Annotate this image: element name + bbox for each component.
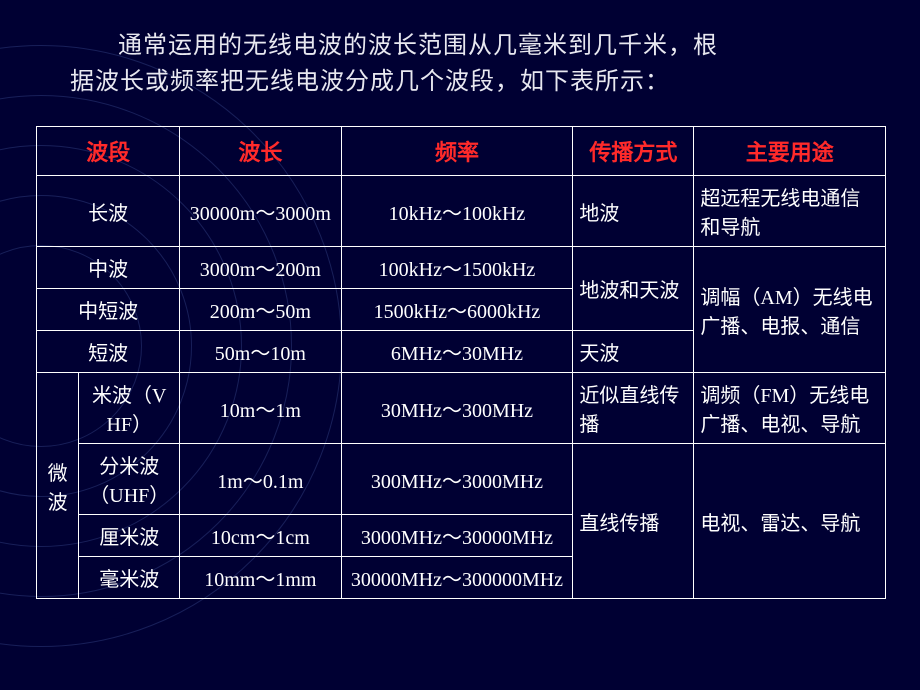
table-row: 中波 3000m～200m 100kHz～1500kHz 地波和天波 调幅（AM… — [37, 247, 886, 289]
header-propagation: 传播方式 — [573, 127, 694, 176]
cell-prop: 直线传播 — [573, 444, 694, 599]
cell-freq: 30000MHz～300000MHz — [341, 557, 573, 599]
header-band: 波段 — [37, 127, 180, 176]
intro-line-2: 据波长或频率把无线电波分成几个波段，如下表所示： — [70, 69, 670, 95]
cell-freq: 6MHz～30MHz — [341, 331, 573, 373]
cell-wl: 30000m～3000m — [180, 176, 341, 247]
cell-freq: 10kHz～100kHz — [341, 176, 573, 247]
cell-prop: 天波 — [573, 331, 694, 373]
table-row: 分米波（UHF） 1m～0.1m 300MHz～3000MHz 直线传播 电视、… — [37, 444, 886, 515]
cell-wl: 10cm～1cm — [180, 515, 341, 557]
cell-wl: 50m～10m — [180, 331, 341, 373]
header-wavelength: 波长 — [180, 127, 341, 176]
table-row: 微波 米波（VHF） 10m～1m 30MHz～300MHz 近似直线传播 调频… — [37, 373, 886, 444]
cell-freq: 100kHz～1500kHz — [341, 247, 573, 289]
intro-line-1: 通常运用的无线电波的波长范围从几毫米到几千米，根 — [118, 33, 718, 59]
cell-wl: 1m～0.1m — [180, 444, 341, 515]
cell-wl: 10m～1m — [180, 373, 341, 444]
cell-prop: 地波和天波 — [573, 247, 694, 331]
cell-band: 厘米波 — [79, 515, 180, 557]
cell-band: 毫米波 — [79, 557, 180, 599]
cell-prop: 近似直线传播 — [573, 373, 694, 444]
cell-band: 长波 — [37, 176, 180, 247]
cell-prop: 地波 — [573, 176, 694, 247]
radio-wave-table: 波段 波长 频率 传播方式 主要用途 长波 30000m～3000m 10kHz… — [36, 126, 886, 599]
header-frequency: 频率 — [341, 127, 573, 176]
cell-freq: 300MHz～3000MHz — [341, 444, 573, 515]
cell-use: 电视、雷达、导航 — [694, 444, 886, 599]
cell-freq: 30MHz～300MHz — [341, 373, 573, 444]
cell-micro-label: 微波 — [37, 373, 79, 599]
header-usage: 主要用途 — [694, 127, 886, 176]
cell-wl: 10mm～1mm — [180, 557, 341, 599]
table-header-row: 波段 波长 频率 传播方式 主要用途 — [37, 127, 886, 176]
cell-wl: 200m～50m — [180, 289, 341, 331]
cell-freq: 1500kHz～6000kHz — [341, 289, 573, 331]
intro-text: 通常运用的无线电波的波长范围从几毫米到几千米，根 据波长或频率把无线电波分成几个… — [70, 28, 880, 100]
cell-use: 调幅（AM）无线电广播、电报、通信 — [694, 247, 886, 373]
cell-wl: 3000m～200m — [180, 247, 341, 289]
cell-band: 中波 — [37, 247, 180, 289]
cell-band: 米波（VHF） — [79, 373, 180, 444]
cell-use: 超远程无线电通信和导航 — [694, 176, 886, 247]
cell-band: 中短波 — [37, 289, 180, 331]
cell-band: 短波 — [37, 331, 180, 373]
table-row: 长波 30000m～3000m 10kHz～100kHz 地波 超远程无线电通信… — [37, 176, 886, 247]
cell-freq: 3000MHz～30000MHz — [341, 515, 573, 557]
cell-use: 调频（FM）无线电广播、电视、导航 — [694, 373, 886, 444]
cell-band: 分米波（UHF） — [79, 444, 180, 515]
